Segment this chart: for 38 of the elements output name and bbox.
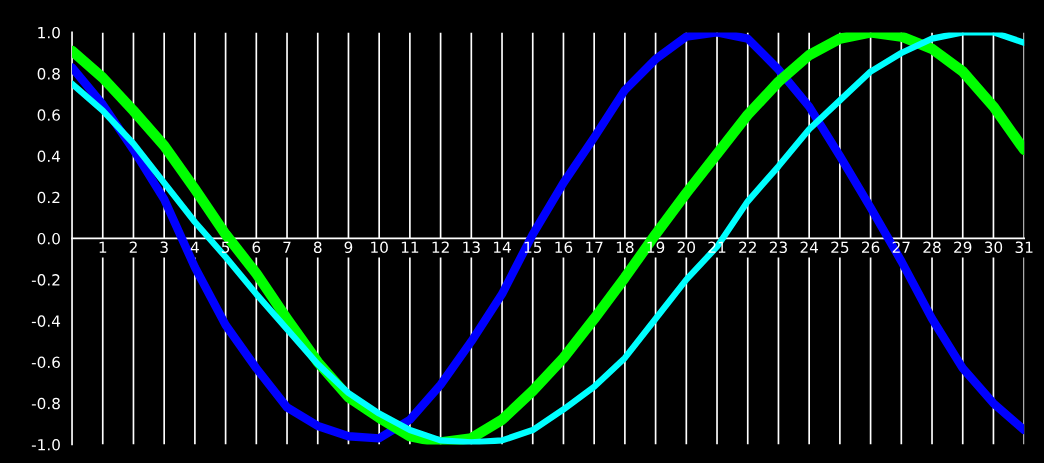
x-tick-label: 26 [861,241,880,254]
y-tick-label: -0.8 [31,397,60,410]
y-tick-label: -0.4 [31,315,61,327]
x-tick-label: 16 [555,241,573,254]
x-tick-label: 25 [831,241,849,254]
x-tick-label: 31 [1015,241,1033,254]
y-tick-label: 0.8 [37,68,60,80]
x-tick-label: 18 [616,241,634,254]
x-tick-label: 20 [677,241,696,254]
x-tick-label: 10 [371,241,388,254]
x-tick-label: 28 [923,241,941,254]
x-tick-label: 30 [984,241,1003,254]
x-tick-label: 29 [954,241,972,254]
x-tick-label: 1 [99,241,107,253]
y-tick-label: -0.2 [31,274,60,286]
y-tick-label: -1.0 [31,438,60,451]
y-tick-label: 0.4 [37,150,61,163]
x-tick-label: 24 [800,241,819,253]
x-tick-label: 5 [221,241,230,254]
y-tick-label: 0.6 [37,109,60,121]
y-tick-label: -0.6 [31,356,60,369]
x-tick-label: 8 [313,241,322,254]
x-tick-label: 3 [160,241,168,254]
y-tick-label: 1.0 [38,26,60,39]
x-tick-label: 12 [432,241,449,253]
x-tick-label: 9 [344,241,353,254]
x-tick-label: 17 [586,241,603,253]
x-tick-label: 23 [769,241,787,254]
x-tick-label: 22 [739,241,756,253]
x-tick-label: 2 [129,241,137,253]
x-tick-label: 13 [463,241,480,254]
x-tick-label: 7 [283,241,291,253]
x-tick-label: 4 [190,241,199,253]
x-tick-label: 6 [252,241,261,254]
x-tick-label: 14 [493,241,511,253]
y-tick-label: 0.2 [37,191,60,204]
x-tick-label: 11 [401,241,419,253]
y-tick-label: 0.0 [37,232,60,245]
